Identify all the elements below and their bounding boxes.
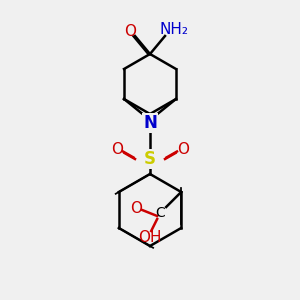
Text: N: N [143, 114, 157, 132]
Text: C: C [155, 206, 165, 220]
Text: S: S [144, 150, 156, 168]
Text: O: O [177, 142, 189, 158]
Text: NH₂: NH₂ [160, 22, 188, 38]
Text: O: O [111, 142, 123, 158]
Text: O: O [124, 24, 136, 39]
Text: O: O [130, 201, 142, 216]
Text: OH: OH [138, 230, 161, 244]
